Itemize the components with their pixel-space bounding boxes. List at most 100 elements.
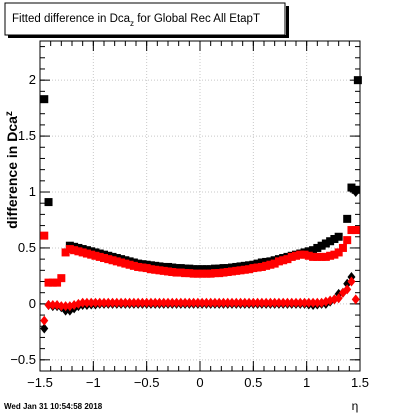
data-point-diamond [40, 323, 49, 334]
y-tick-label: 1.5 [18, 128, 36, 143]
data-point-square [202, 265, 211, 274]
data-point-diamond [287, 297, 296, 308]
data-point-square [274, 257, 283, 266]
data-point-square [232, 266, 241, 275]
data-point-diamond [48, 300, 57, 310]
data-point-diamond [40, 315, 49, 326]
x-axis-label: η [352, 399, 359, 413]
data-point-square [283, 255, 292, 264]
data-point-diamond [82, 297, 91, 308]
data-point-diamond [142, 297, 151, 308]
data-point-square [240, 265, 249, 274]
data-point-square [343, 214, 352, 223]
data-point-square [279, 256, 288, 265]
data-point-square [309, 246, 318, 255]
data-point-diamond [87, 297, 96, 308]
data-point-diamond [176, 297, 185, 308]
data-point-diamond [223, 297, 232, 308]
data-point-square [108, 256, 117, 265]
data-point-square [245, 265, 254, 274]
data-point-diamond [155, 297, 164, 308]
y-tick-label: −0.5 [10, 352, 36, 367]
chart-title-main: Fitted difference in Dca [12, 13, 131, 25]
data-point-square [321, 252, 330, 261]
data-point-square [326, 251, 335, 260]
y-tick-label: 0.5 [18, 240, 36, 255]
data-point-diamond [91, 297, 100, 308]
data-point-square [193, 265, 202, 274]
data-point-diamond [245, 297, 254, 308]
data-point-square [253, 263, 262, 272]
x-tick-label: −1 [86, 375, 101, 390]
data-point-diamond [108, 297, 117, 308]
data-point-square [330, 235, 339, 243]
data-point-diamond [202, 297, 211, 308]
axis-ticks [39, 41, 361, 372]
data-point-square [61, 248, 70, 257]
data-point-diamond [283, 297, 292, 308]
data-point-square [347, 183, 356, 192]
data-point-diamond [125, 297, 134, 308]
data-point-square [300, 250, 309, 259]
x-tick-label: −1.5 [27, 375, 53, 390]
data-point-square [44, 198, 53, 207]
data-point-square [82, 249, 91, 258]
data-point-square [57, 274, 66, 283]
data-point-square [206, 265, 215, 274]
data-point-square [215, 269, 224, 278]
data-point-square [125, 260, 134, 269]
data-point-square [146, 265, 155, 274]
data-point-diamond [236, 297, 245, 308]
data-marks [40, 76, 362, 334]
chart-title-sub: z [130, 19, 134, 28]
data-point-diamond [257, 297, 266, 308]
data-point-square [304, 247, 313, 256]
data-point-diamond [240, 297, 249, 308]
data-point-square [326, 237, 335, 246]
data-point-diamond [313, 297, 322, 308]
data-point-square [151, 265, 160, 274]
data-point-square [112, 257, 121, 266]
y-axis-label-sub: z [4, 111, 15, 116]
data-point-square [129, 261, 138, 270]
data-point-square [351, 226, 360, 235]
data-point-square [343, 236, 352, 245]
x-tick-label: −0.5 [134, 375, 160, 390]
data-point-square [138, 263, 147, 272]
data-point-diamond [206, 297, 215, 308]
chart-title: Fitted difference in Dcaz for Global Rec… [12, 13, 260, 28]
data-point-square [185, 269, 194, 278]
data-point-square [121, 259, 130, 268]
data-point-square [53, 278, 62, 287]
data-point-square [134, 262, 143, 271]
data-point-square [44, 278, 53, 287]
y-tick-label: 0 [29, 296, 36, 311]
data-point-diamond [95, 297, 104, 308]
data-point-square [270, 259, 279, 268]
data-point-diamond [134, 297, 143, 308]
data-point-square [219, 268, 228, 277]
x-tick-label: 1.5 [351, 375, 369, 390]
data-point-square [257, 258, 266, 267]
data-point-square [65, 245, 74, 254]
data-point-diamond [262, 297, 271, 308]
data-point-square [198, 269, 207, 278]
data-point-square [353, 76, 362, 85]
x-tick-label: 0 [196, 375, 203, 390]
data-point-diamond [121, 297, 130, 308]
data-point-diamond [232, 297, 241, 308]
title-frame [4, 2, 286, 36]
data-point-diamond [189, 297, 198, 308]
data-point-square [313, 252, 322, 261]
data-point-diamond [100, 297, 108, 308]
data-point-square [104, 255, 113, 264]
data-point-square [287, 252, 296, 261]
data-point-diamond [292, 297, 300, 308]
data-point-square [142, 264, 151, 273]
title-shadow-right [286, 6, 289, 38]
data-point-square [215, 264, 224, 273]
data-point-diamond [198, 297, 207, 308]
data-point-square [91, 251, 100, 260]
data-point-diamond [300, 297, 309, 308]
data-point-square [189, 265, 198, 274]
